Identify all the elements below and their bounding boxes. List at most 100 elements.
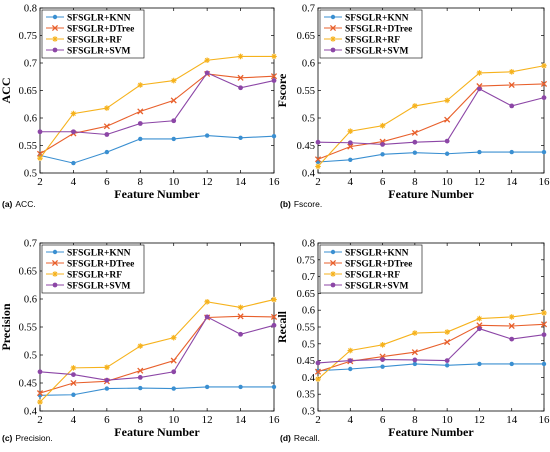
legend-marker xyxy=(330,271,336,277)
data-point xyxy=(509,104,514,109)
legend-entry-label: SFSGLR+SVM xyxy=(67,282,131,292)
panel-caption: (d)Recall. xyxy=(280,433,320,443)
data-point xyxy=(137,82,143,88)
data-point xyxy=(477,150,481,154)
legend-marker xyxy=(330,36,336,42)
data-point xyxy=(37,399,43,405)
panel-caption: (c)Precision. xyxy=(2,433,53,443)
y-tick-label: 0.75 xyxy=(297,255,315,266)
x-tick-label: 12 xyxy=(474,176,485,188)
data-point xyxy=(104,105,110,111)
caption-letter: (c) xyxy=(2,433,13,443)
legend-entry-label: SFSGLR+KNN xyxy=(345,249,409,259)
y-axis-label: ACC xyxy=(0,78,13,104)
data-point xyxy=(204,57,210,63)
data-point xyxy=(138,137,142,141)
data-point xyxy=(105,150,109,154)
data-point xyxy=(445,363,449,367)
data-point xyxy=(477,70,483,76)
data-point xyxy=(271,54,277,60)
data-point xyxy=(445,358,450,363)
y-axis-label: Fscore xyxy=(275,73,289,107)
data-point xyxy=(315,164,321,170)
y-tick-label: 0.65 xyxy=(19,267,37,278)
x-tick-label: 6 xyxy=(104,176,110,188)
legend-marker xyxy=(53,250,57,254)
data-point xyxy=(316,361,321,366)
data-point xyxy=(71,365,77,371)
legend-entry-label: SFSGLR+RF xyxy=(345,36,400,46)
data-point xyxy=(380,142,385,147)
data-point xyxy=(137,343,143,349)
data-point xyxy=(238,385,242,389)
data-point xyxy=(38,369,43,374)
legend-marker xyxy=(53,15,57,19)
x-tick-label: 16 xyxy=(539,176,550,188)
data-point xyxy=(71,111,77,117)
legend-entry-label: SFSGLR+DTree xyxy=(67,260,134,270)
data-point xyxy=(272,134,276,138)
data-point xyxy=(477,86,482,91)
data-point xyxy=(37,155,43,161)
y-tick-label: 0.5 xyxy=(24,169,37,180)
caption-letter: (b) xyxy=(280,199,291,209)
legend-marker xyxy=(52,36,58,42)
x-axis-label: Feature Number xyxy=(114,187,200,201)
data-point xyxy=(412,140,417,145)
legend-marker xyxy=(331,48,336,53)
data-point xyxy=(138,375,143,380)
legend-entry-label: SFSGLR+KNN xyxy=(345,14,409,24)
y-tick-label: 0.5 xyxy=(24,351,37,362)
legend-entry-label: SFSGLR+DTree xyxy=(67,25,134,35)
legend-entry-label: SFSGLR+RF xyxy=(345,271,400,281)
data-point xyxy=(347,348,353,354)
legend-entry-label: SFSGLR+RF xyxy=(67,271,122,281)
y-tick-label: 0.3 xyxy=(302,407,315,418)
x-tick-label: 6 xyxy=(104,414,110,426)
data-point xyxy=(445,139,450,144)
data-point xyxy=(138,121,143,126)
y-tick-label: 0.55 xyxy=(19,323,37,334)
y-tick-label: 0.55 xyxy=(297,323,315,334)
y-tick-label: 0.7 xyxy=(302,4,315,15)
data-point xyxy=(380,357,385,362)
y-tick-label: 0.45 xyxy=(19,379,37,390)
x-tick-label: 14 xyxy=(506,414,518,426)
y-tick-label: 0.55 xyxy=(19,141,37,152)
data-point xyxy=(171,118,176,123)
data-point xyxy=(413,362,417,366)
x-axis-label: Feature Number xyxy=(114,425,200,439)
caption-text: Precision. xyxy=(15,433,52,443)
data-point xyxy=(238,136,242,140)
data-point xyxy=(444,98,450,104)
y-tick-label: 0.6 xyxy=(302,59,315,70)
data-point xyxy=(205,71,210,76)
data-point xyxy=(205,133,209,137)
y-tick-label: 0.6 xyxy=(24,114,37,125)
data-point xyxy=(542,95,547,100)
y-tick-label: 0.65 xyxy=(19,86,37,97)
data-point xyxy=(272,385,276,389)
data-point xyxy=(38,129,43,134)
legend-entry-label: SFSGLR+SVM xyxy=(345,47,409,57)
data-point xyxy=(138,386,142,390)
data-point xyxy=(104,365,110,371)
data-point xyxy=(171,335,177,341)
data-point xyxy=(238,85,243,90)
y-tick-label: 0.7 xyxy=(24,239,37,250)
data-point xyxy=(477,326,482,331)
data-point xyxy=(413,150,417,154)
data-point xyxy=(380,342,386,348)
y-tick-label: 0.65 xyxy=(297,289,315,300)
y-tick-label: 0.35 xyxy=(297,390,315,401)
data-point xyxy=(271,297,277,303)
legend: SFSGLR+KNNSFSGLR+DTreeSFSGLR+RFSFSGLR+SV… xyxy=(320,245,422,293)
data-point xyxy=(541,63,547,69)
data-point xyxy=(171,78,177,84)
legend-entry-label: SFSGLR+SVM xyxy=(67,47,131,57)
data-point xyxy=(71,372,76,377)
legend-entry-label: SFSGLR+RF xyxy=(67,36,122,46)
x-tick-label: 12 xyxy=(202,176,213,188)
